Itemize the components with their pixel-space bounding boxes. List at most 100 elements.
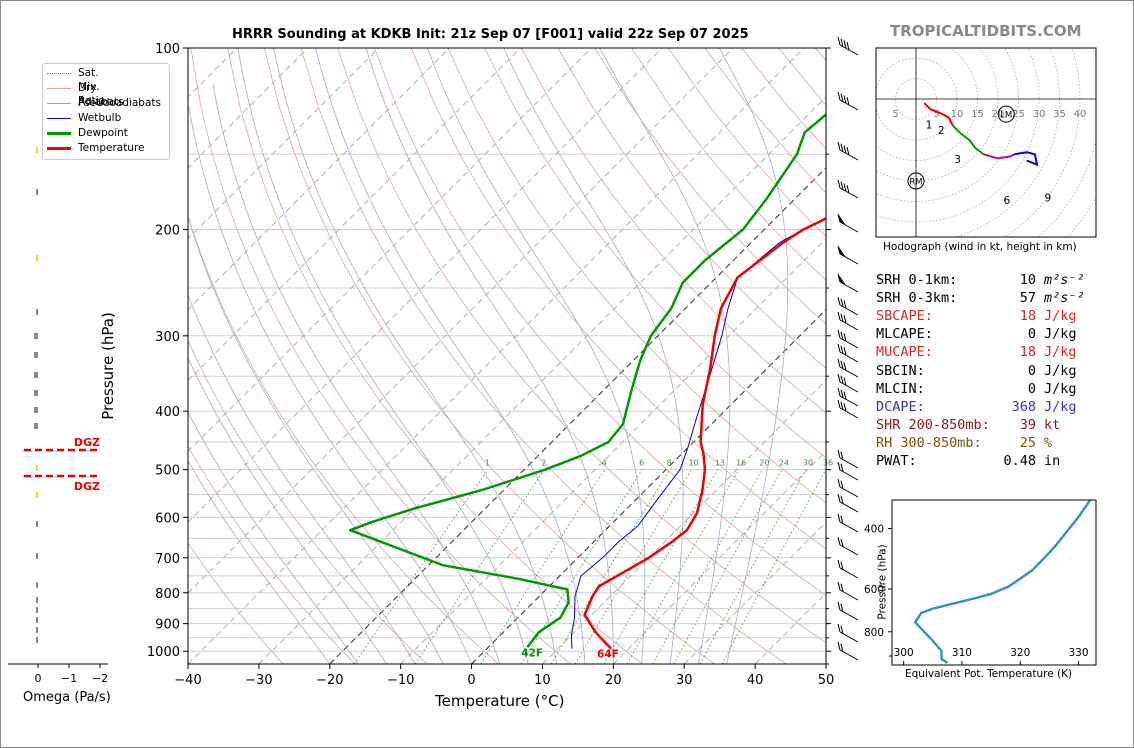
hodograph-ring-label: 5 <box>892 109 898 120</box>
surface-dewpoint-label: 42F <box>521 647 543 659</box>
watermark: TROPICALTIDBITS.COM <box>890 22 1082 40</box>
index-label: SRH 0-3km: <box>876 290 958 307</box>
barb-flag <box>840 480 844 489</box>
thetae-x-tick-label: 310 <box>952 647 972 659</box>
mixing-ratio-line <box>414 469 545 664</box>
wind-barb <box>837 641 859 661</box>
x-tick-label: −30 <box>245 673 272 688</box>
mixing-ratio-label: 1 <box>485 459 490 468</box>
barb-flag <box>840 313 844 322</box>
thetae-y-tick-label: 400 <box>864 524 884 536</box>
legend-label: Temperature <box>78 142 145 154</box>
barb-flag <box>843 145 847 154</box>
omega-bar <box>36 582 38 588</box>
barb-flag <box>840 603 844 612</box>
dgz-label: DGZ <box>74 436 100 449</box>
hodograph-height-label: 3 <box>954 154 961 166</box>
barb-flag <box>837 343 841 353</box>
barb-flag <box>837 387 841 397</box>
index-unit: J/kg <box>1044 398 1077 415</box>
barb-pennant <box>839 247 846 258</box>
wind-barb <box>837 581 859 601</box>
index-value: 57 <box>1019 290 1036 307</box>
index-label: DCAPE: <box>876 398 925 415</box>
barb-flag <box>840 495 844 504</box>
y-tick-label: 400 <box>155 405 180 420</box>
index-unit: % <box>1044 434 1053 451</box>
barb-flag <box>846 146 850 156</box>
wind-barb <box>837 358 859 378</box>
hodograph-height-label: 2 <box>938 125 945 137</box>
barb-flag <box>840 451 844 460</box>
omega-bar <box>36 607 38 613</box>
hodograph-frame <box>875 47 1097 238</box>
hodograph-ring-label: 15 <box>971 109 984 120</box>
barb-flag <box>843 362 847 371</box>
wind-barb <box>837 296 859 316</box>
omega-bar <box>36 617 38 623</box>
barb-flag <box>840 143 844 152</box>
barb-flag <box>843 40 847 49</box>
barb-flag <box>846 96 850 106</box>
wind-barb <box>837 245 859 265</box>
barb-flag <box>837 641 841 651</box>
wetbulb-profile <box>570 217 826 649</box>
barb-flag <box>843 183 847 192</box>
hodograph-ring-label: 35 <box>1053 109 1066 120</box>
x-tick-label: −40 <box>174 673 201 688</box>
barb-flag <box>840 583 844 592</box>
barb-flag <box>843 347 847 356</box>
dry-adiabat <box>374 48 826 596</box>
dry-adiabat <box>188 445 356 664</box>
dry-adiabat <box>188 214 499 664</box>
thetae-x-tick-label: 300 <box>894 647 914 659</box>
wind-barb <box>837 343 859 363</box>
omega-bar <box>36 627 38 633</box>
omega-bar <box>36 597 38 603</box>
storm-motion-marker <box>907 172 925 190</box>
barb-pennant <box>839 275 846 286</box>
barb-flag <box>837 536 841 546</box>
wind-barb <box>837 513 859 533</box>
pseudoadiabat <box>315 48 586 664</box>
freezing-isotherm <box>471 308 826 664</box>
barb-flag <box>840 93 844 102</box>
hodograph-trace <box>983 153 1015 160</box>
storm-motion-marker <box>997 105 1015 123</box>
hodograph-height-label: 1 <box>926 119 933 131</box>
index-label: MLCAPE: <box>876 326 933 343</box>
hodograph-ring-label: 10 <box>951 109 964 120</box>
dry-adiabat <box>190 48 571 664</box>
dry-adiabat <box>778 48 826 106</box>
pseudoadiabat <box>212 84 501 664</box>
omega-bar <box>34 333 38 339</box>
index-label: PWAT: <box>876 453 917 469</box>
mixing-ratio-label: 20 <box>759 459 769 468</box>
barb-flag <box>837 623 841 633</box>
dry-adiabat <box>188 542 284 664</box>
omega-bar <box>34 423 38 429</box>
barb-flag <box>837 461 841 471</box>
wind-barb <box>837 273 859 293</box>
wind-barb <box>837 387 859 407</box>
wind-barb <box>837 213 859 233</box>
barb-flag <box>837 559 841 569</box>
barb-flag <box>840 515 844 524</box>
mixing-ratio-line <box>353 469 489 664</box>
x-tick-label: 30 <box>676 673 693 688</box>
pseudoadiabat <box>599 48 731 664</box>
thetae-y-tick-label: 600 <box>864 584 884 596</box>
hodograph-trace <box>1014 151 1039 167</box>
dry-adiabat <box>521 48 826 414</box>
omega-tick-label: −1 <box>61 672 77 685</box>
pseudoadiabat <box>237 48 529 664</box>
barb-flag <box>837 581 841 591</box>
x-axis-label: Temperature (°C) <box>435 692 565 710</box>
mixing-ratio-line <box>652 469 763 664</box>
barb-flag <box>840 625 844 634</box>
y-tick-label: 900 <box>155 618 180 633</box>
isotherm-line <box>188 48 734 594</box>
pseudoadiabat <box>188 293 416 664</box>
barb-flag <box>846 41 850 51</box>
